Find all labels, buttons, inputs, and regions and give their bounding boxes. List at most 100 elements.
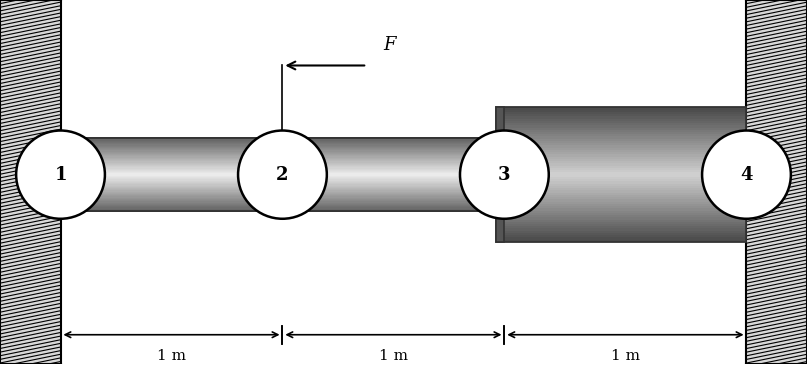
Text: 4: 4 (740, 166, 753, 184)
Bar (61, 171, 504, 172)
Bar (496, 121, 746, 123)
Bar (61, 169, 504, 171)
Bar (61, 202, 504, 204)
Bar (496, 193, 746, 195)
Bar (61, 176, 504, 177)
Bar (61, 169, 504, 171)
Bar (496, 186, 746, 188)
Bar (496, 183, 746, 186)
Bar (61, 139, 504, 141)
Bar (61, 183, 504, 184)
Bar (61, 185, 504, 187)
Bar (61, 206, 504, 208)
Bar (61, 187, 504, 188)
Bar (496, 118, 746, 121)
Bar (496, 132, 746, 134)
Bar (61, 194, 504, 195)
Bar (61, 142, 504, 143)
Ellipse shape (702, 131, 791, 219)
Bar (61, 173, 504, 175)
Bar (496, 165, 746, 168)
Bar (496, 201, 746, 204)
Bar (61, 159, 504, 160)
Bar (61, 182, 504, 183)
Bar (61, 203, 504, 205)
Bar (61, 193, 504, 194)
Bar (61, 175, 504, 176)
Bar (61, 155, 504, 156)
Text: 3: 3 (498, 166, 511, 184)
Text: 2: 2 (276, 166, 289, 184)
Bar (61, 154, 504, 155)
Bar (496, 239, 746, 242)
Bar (61, 203, 504, 205)
Bar (61, 189, 504, 190)
Bar (61, 145, 504, 147)
Bar (496, 107, 504, 242)
Bar (61, 153, 504, 154)
Bar (61, 148, 504, 149)
Bar (496, 150, 746, 152)
Bar (61, 188, 504, 189)
Bar (61, 206, 504, 208)
Bar (61, 178, 504, 179)
Bar (496, 130, 746, 132)
Bar (496, 237, 746, 240)
Bar (61, 172, 504, 173)
Bar (61, 138, 504, 139)
Bar (61, 152, 504, 153)
Bar (61, 157, 504, 159)
Bar (496, 177, 746, 179)
Bar (61, 141, 504, 142)
Bar (61, 182, 504, 183)
Bar (496, 170, 746, 172)
Bar (496, 190, 746, 193)
Text: 1 m: 1 m (157, 348, 186, 363)
Bar (61, 160, 504, 161)
Bar (61, 152, 504, 153)
Bar (61, 205, 504, 206)
Bar (61, 149, 504, 150)
Bar (496, 143, 746, 145)
Bar (61, 156, 504, 158)
Bar (61, 150, 504, 152)
Bar (496, 134, 746, 137)
Bar (61, 208, 504, 210)
Bar (61, 157, 504, 159)
Bar (61, 142, 504, 143)
Bar (61, 195, 504, 197)
Bar (61, 163, 504, 164)
Bar (61, 200, 504, 201)
Bar (61, 194, 504, 195)
Bar (61, 149, 504, 150)
Bar (496, 107, 746, 242)
Bar (496, 188, 746, 190)
Bar (61, 171, 504, 172)
Bar (61, 145, 504, 147)
Bar (496, 195, 746, 197)
Bar (61, 143, 504, 144)
Bar (496, 114, 746, 116)
Bar (496, 210, 746, 213)
Bar (496, 175, 746, 177)
Bar (0, 0, 61, 364)
Ellipse shape (460, 131, 549, 219)
Bar (746, 0, 807, 364)
Bar (0, 0, 61, 364)
Bar (61, 165, 504, 166)
Bar (496, 224, 746, 226)
Bar (61, 143, 504, 144)
Bar (61, 205, 504, 206)
Bar (496, 161, 746, 164)
Bar (61, 208, 504, 210)
Bar (61, 146, 504, 148)
Bar (61, 190, 504, 192)
Bar (61, 150, 504, 152)
Bar (61, 164, 504, 165)
Text: 1 m: 1 m (379, 348, 408, 363)
Bar (61, 166, 504, 167)
Text: F: F (383, 37, 395, 55)
Bar (496, 145, 746, 148)
Bar (61, 146, 504, 148)
Bar (61, 207, 504, 209)
